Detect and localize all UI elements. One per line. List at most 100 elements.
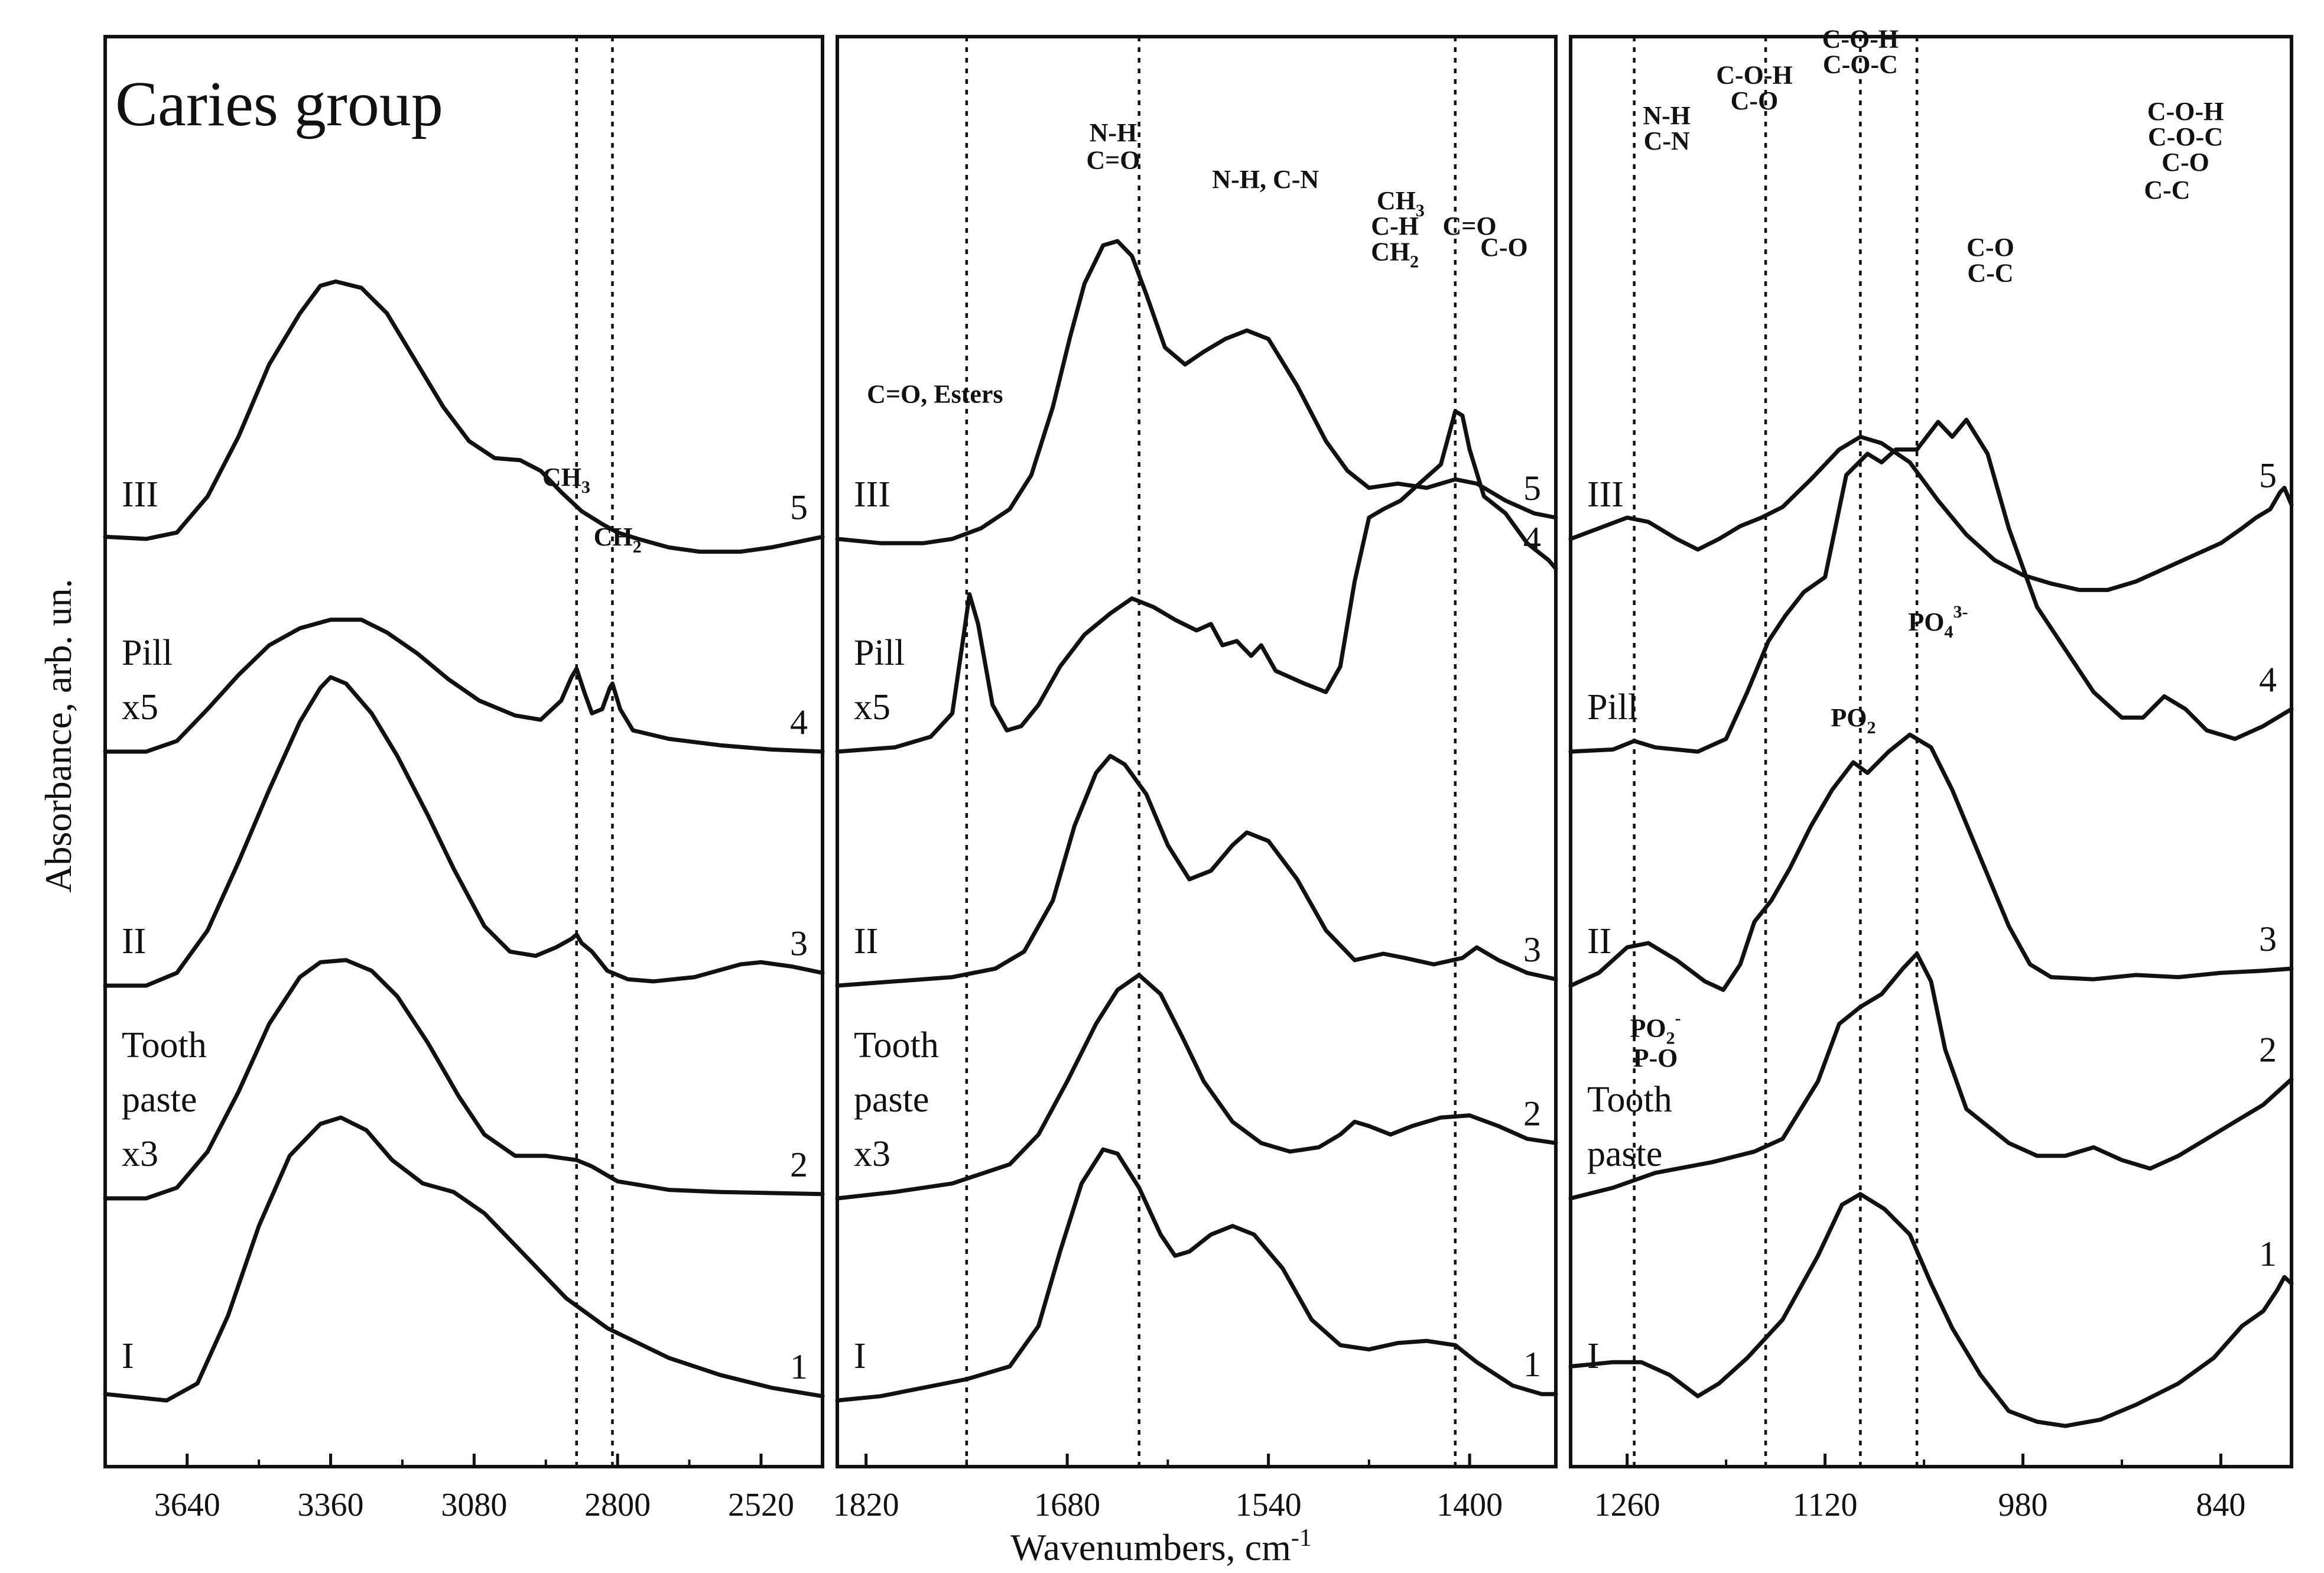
spectrum-left-2 [103, 958, 825, 1201]
curve-number-left-1: 1 [790, 1347, 808, 1386]
band-annotation-middle-6: C=O [1443, 212, 1497, 240]
spectrum-middle-4 [835, 409, 1558, 754]
curve-number-right-1: 1 [2259, 1234, 2277, 1273]
curve-number-right-3: 3 [2259, 919, 2277, 958]
band-annotation-right-2: C-O-H [1716, 61, 1793, 90]
band-annotation-right-6: C-O-H [2147, 97, 2224, 126]
spectrum-middle-5 [835, 239, 1558, 545]
x-tick-label-left-2520: 2520 [728, 1487, 794, 1523]
curve-number-right-4: 4 [2259, 660, 2277, 699]
series-label-right-5: III [1587, 474, 1624, 515]
series-label-middle-2: Tooth [854, 1025, 939, 1065]
series-label-left-2: x3 [122, 1134, 158, 1174]
x-tick-label-middle-1820: 1820 [833, 1487, 899, 1523]
curve-number-left-2: 2 [790, 1145, 808, 1184]
series-label-right-2: paste [1587, 1134, 1662, 1174]
series-label-middle-2: x3 [854, 1134, 890, 1174]
band-annotation-middle-3: CH3 [1377, 186, 1425, 220]
band-annotation-middle-5: CH2 [1371, 237, 1419, 271]
spectrum-right-1 [1568, 1192, 2294, 1428]
x-tick-label-right-1120: 1120 [1793, 1487, 1858, 1523]
chart-title: Caries group [115, 69, 443, 139]
band-annotation-middle-2: N-H, C-N [1212, 165, 1319, 194]
series-label-left-4: Pill [122, 633, 173, 673]
band-annotation-right-5: C-N [1644, 126, 1690, 155]
spectrum-right-2 [1568, 951, 2294, 1201]
panel-frame-right [1569, 35, 2293, 1468]
x-tick-label-middle-1540: 1540 [1236, 1487, 1302, 1523]
curve-number-left-3: 3 [790, 924, 808, 963]
series-label-left-4: x5 [122, 687, 158, 727]
x-tick-label-right-840: 840 [2196, 1487, 2245, 1523]
band-annotation-right-0: C-O-H [1822, 24, 1899, 53]
panel-frame-middle [836, 35, 1558, 1468]
band-annotation-middle-4: C-H [1371, 212, 1419, 240]
y-axis-label: Absorbance, arb. un. [37, 578, 79, 892]
series-label-left-3: II [122, 921, 146, 961]
band-annotation-right-4: N-H [1643, 101, 1691, 130]
x-tick-label-left-3640: 3640 [154, 1487, 220, 1523]
curve-number-middle-4: 4 [1523, 519, 1541, 558]
spectrum-left-4 [103, 618, 825, 754]
series-label-middle-1: I [854, 1336, 866, 1376]
curve-number-middle-3: 3 [1523, 930, 1541, 969]
curve-number-middle-5: 5 [1523, 469, 1541, 508]
series-label-middle-4: Pill [854, 633, 905, 673]
x-tick-label-left-2800: 2800 [584, 1487, 651, 1523]
band-annotation-right-11: C-C [1967, 258, 2013, 287]
x-axis-label-text: Wavenumbers, cm [1010, 1526, 1291, 1568]
x-axis-label: Wavenumbers, cm-1 [1010, 1525, 1312, 1568]
band-annotation-left-0: CH3 [542, 463, 590, 497]
spectrum-left-1 [103, 1115, 825, 1403]
band-annotation-right-9: C-C [2144, 176, 2190, 204]
series-label-middle-2: paste [854, 1080, 929, 1120]
band-annotation-right-1: C-O-C [1823, 50, 1898, 79]
curve-number-right-5: 5 [2259, 456, 2277, 495]
x-tick-label-middle-1680: 1680 [1034, 1487, 1100, 1523]
band-annotation-right-12: PO43- [1908, 602, 1968, 642]
x-tick-label-right-980: 980 [1998, 1487, 2047, 1523]
series-label-right-4: Pill [1587, 687, 1638, 727]
band-annotation-right-10: C-O [1967, 233, 2014, 262]
band-annotation-right-15: P-O [1633, 1044, 1678, 1072]
curve-number-left-5: 5 [790, 488, 808, 526]
x-tick-label-right-1260: 1260 [1594, 1487, 1660, 1523]
panel-frames-layer [103, 35, 2293, 1468]
curve-number-left-4: 4 [790, 703, 808, 742]
spectrum-right-5 [1568, 434, 2294, 592]
band-annotation-middle-8: C=O, Esters [867, 380, 1003, 409]
series-label-right-1: I [1587, 1336, 1600, 1376]
spectrum-middle-1 [835, 1147, 1558, 1403]
band-annotation-right-3: C-O [1731, 86, 1779, 115]
spectrum-right-4 [1568, 417, 2294, 754]
curve-number-right-2: 2 [2259, 1030, 2277, 1069]
panel-frame-left [103, 35, 824, 1468]
x-tick-label-middle-1400: 1400 [1436, 1487, 1503, 1523]
series-label-left-2: paste [122, 1080, 197, 1120]
band-annotation-right-7: C-O-C [2148, 122, 2223, 151]
series-label-middle-5: III [854, 474, 890, 515]
series-label-right-3: II [1587, 921, 1611, 961]
spectra-layer [103, 239, 2294, 1428]
x-tick-label-left-3080: 3080 [441, 1487, 507, 1523]
series-label-middle-3: II [854, 921, 878, 961]
band-annotation-right-13: PO2 [1831, 703, 1876, 737]
x-tick-label-left-3360: 3360 [298, 1487, 364, 1523]
x-axis-label-exponent: -1 [1291, 1525, 1312, 1552]
band-annotation-middle-7: C-O [1480, 233, 1528, 262]
series-label-left-1: I [122, 1336, 134, 1376]
spectrum-left-3 [103, 675, 825, 988]
spectrum-middle-2 [835, 973, 1558, 1201]
series-label-left-5: III [122, 474, 158, 515]
curve-number-middle-1: 1 [1523, 1345, 1541, 1384]
series-label-left-2: Tooth [122, 1025, 207, 1065]
spectrum-right-3 [1568, 732, 2294, 992]
band-annotation-right-14: PO2- [1630, 1008, 1681, 1048]
band-annotation-middle-1: C=O [1086, 146, 1140, 175]
series-label-right-2: Tooth [1587, 1080, 1672, 1120]
series-label-middle-4: x5 [854, 687, 890, 727]
spectrum-middle-3 [835, 753, 1558, 988]
